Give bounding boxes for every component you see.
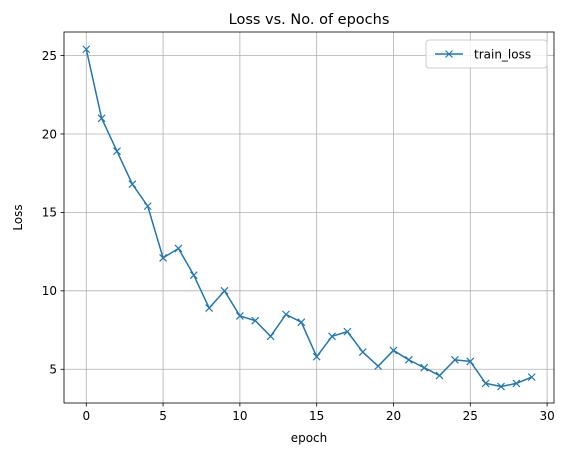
- train-loss-point: [174, 244, 183, 253]
- train-loss-point: [420, 363, 429, 372]
- x-tick-label: 30: [539, 409, 554, 423]
- train-loss-point: [297, 318, 306, 327]
- train-loss-point: [82, 45, 91, 54]
- legend-label: train_loss: [474, 48, 531, 62]
- train-loss-line: [85, 49, 533, 388]
- train-loss-point: [97, 114, 106, 123]
- train-loss-point: [143, 202, 152, 211]
- plot-frame: [63, 31, 555, 404]
- train-loss-point: [328, 332, 336, 341]
- train-loss-point: [481, 379, 490, 388]
- train-loss-point: [512, 379, 521, 388]
- train-loss-point: [189, 271, 198, 280]
- train-loss-point: [435, 371, 444, 380]
- y-tick-label: 5: [49, 363, 57, 377]
- train-loss-point: [527, 373, 536, 382]
- x-tick-label: 0: [82, 409, 90, 423]
- train-loss-point: [113, 147, 121, 156]
- series-layer: [82, 45, 536, 391]
- plot-area: [64, 32, 554, 403]
- train-loss-point: [358, 348, 367, 356]
- x-tick-label: 10: [232, 409, 247, 423]
- train-loss-point: [128, 180, 137, 189]
- chart-title: Loss vs. No. of epochs: [229, 12, 390, 28]
- train-loss-point: [374, 362, 383, 371]
- train-loss-point: [343, 327, 352, 336]
- train-loss-point: [404, 355, 413, 364]
- train-loss-point: [235, 312, 244, 320]
- legend-marker-x: [445, 50, 453, 58]
- train-loss-point: [220, 286, 229, 295]
- train-loss-point: [312, 352, 321, 361]
- x-tick-label: 15: [309, 409, 324, 423]
- train-loss-point: [282, 310, 290, 319]
- train-loss-point: [159, 253, 167, 262]
- y-tick-label: 25: [42, 49, 57, 63]
- x-tick-label: 5: [159, 409, 167, 423]
- y-tick-label: 20: [42, 127, 57, 141]
- y-tick-label: 15: [42, 206, 57, 220]
- grid: [64, 32, 554, 403]
- train-loss-point: [389, 346, 398, 355]
- train-loss-point: [451, 355, 459, 364]
- y-axis-label: Loss: [11, 204, 25, 230]
- train-loss-point: [497, 382, 505, 391]
- legend: train_loss: [425, 39, 548, 69]
- ticks: 0 5 10 15 20 25 30 5 10 15 20 25: [42, 49, 555, 423]
- x-tick-label: 25: [463, 409, 478, 423]
- train-loss-point: [205, 304, 214, 313]
- legend-frame: [425, 39, 548, 69]
- train-loss-point: [466, 357, 475, 366]
- y-tick-label: 10: [42, 284, 57, 298]
- train-loss-point: [266, 332, 275, 341]
- x-tick-label: 20: [386, 409, 401, 423]
- train-loss-point: [251, 316, 260, 325]
- x-axis-label: epoch: [291, 431, 328, 445]
